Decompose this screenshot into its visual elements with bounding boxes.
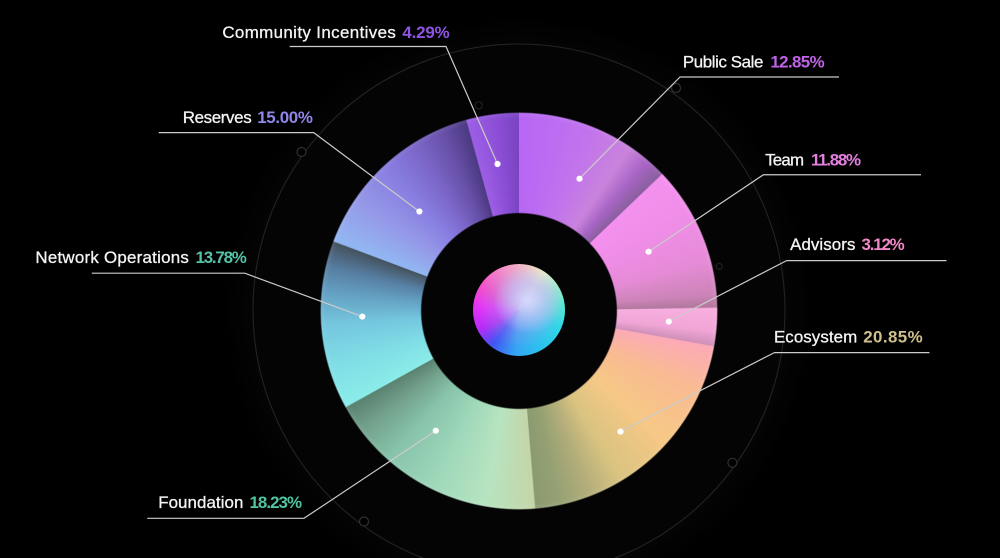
svg-text:Advisors: Advisors — [790, 235, 855, 254]
svg-text:4.29%: 4.29% — [402, 23, 449, 42]
svg-text:Public Sale: Public Sale — [683, 53, 764, 72]
svg-text:Network Operations: Network Operations — [35, 248, 188, 267]
svg-text:3.12%: 3.12% — [862, 235, 905, 254]
svg-text:12.85%: 12.85% — [770, 53, 824, 72]
svg-text:11.88%: 11.88% — [811, 150, 861, 169]
svg-text:Ecosystem: Ecosystem — [774, 328, 857, 347]
svg-text:Community Incentives: Community Incentives — [222, 23, 396, 42]
svg-text:18.23%: 18.23% — [250, 493, 303, 512]
svg-text:15.00%: 15.00% — [257, 108, 313, 127]
svg-text:13.78%: 13.78% — [196, 248, 247, 267]
svg-text:Reserves: Reserves — [183, 108, 252, 127]
svg-text:Foundation: Foundation — [158, 493, 243, 512]
svg-text:20.85%: 20.85% — [863, 328, 922, 347]
svg-text:Team: Team — [765, 150, 804, 169]
